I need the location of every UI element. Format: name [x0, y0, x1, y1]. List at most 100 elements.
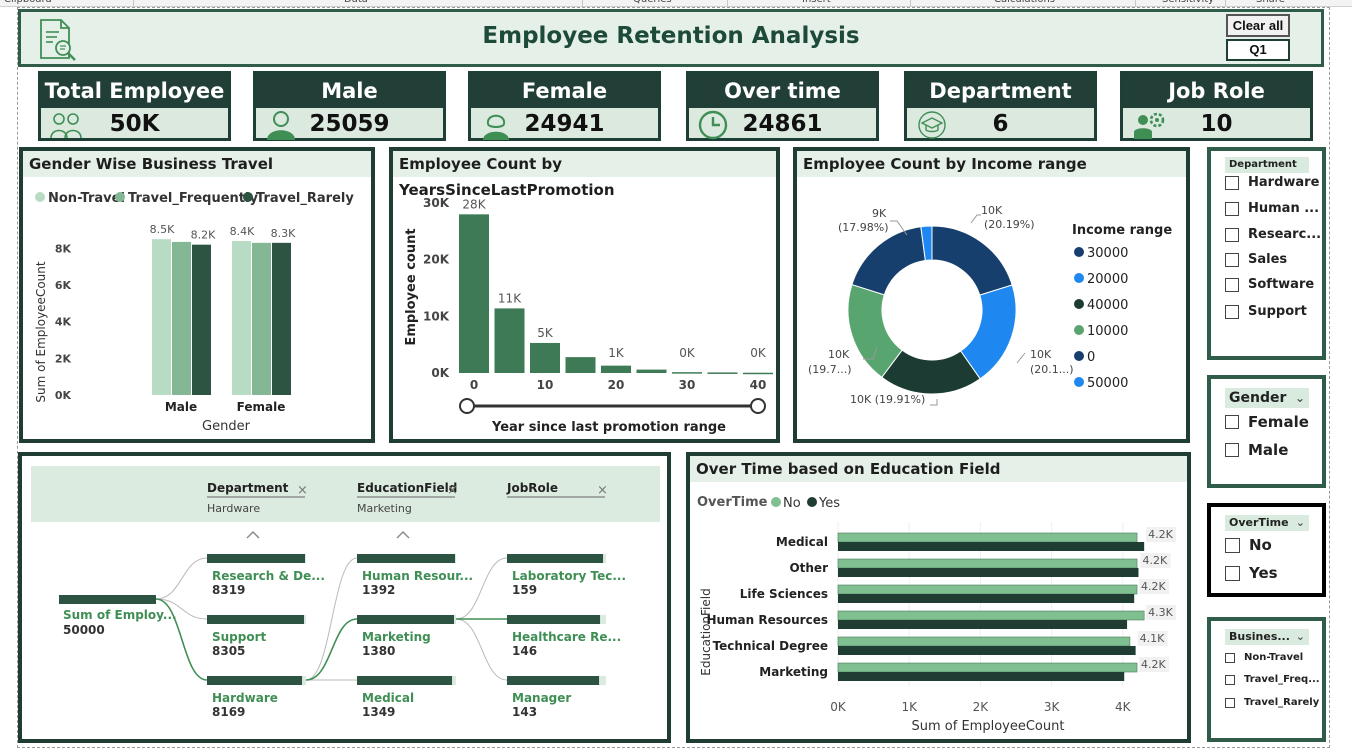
slicer-item-non-travel[interactable]: Non-Travel — [1225, 652, 1303, 663]
people-icon — [50, 113, 82, 139]
slicer-header[interactable]: Department ⌄ — [1225, 157, 1309, 186]
node-bar — [357, 554, 456, 563]
x-tick-label: Male — [165, 400, 197, 414]
clear-all-button[interactable]: Clear all — [1226, 14, 1290, 37]
y-tick-label: Life Sciences — [740, 587, 828, 601]
slicer-item-male[interactable]: Male — [1225, 441, 1288, 459]
kpi-label: Total Employee — [41, 74, 228, 108]
ribbon-share[interactable]: Share — [1256, 0, 1285, 5]
ribbon-data[interactable]: Data — [344, 0, 368, 5]
node-bar — [207, 615, 305, 624]
slicer-title: OverTime — [1229, 516, 1289, 529]
slicer-item-support[interactable]: Support — [1225, 304, 1307, 319]
node-label: Laboratory Tec... — [512, 569, 626, 583]
node-value: 159 — [512, 583, 537, 597]
ribbon-queries[interactable]: Queries — [633, 0, 672, 5]
legend-marker — [807, 497, 817, 507]
node-value: 8319 — [212, 583, 245, 597]
ribbon-insert[interactable]: Insert — [802, 0, 831, 5]
slicer-item-female[interactable]: Female — [1225, 413, 1309, 431]
checkbox[interactable] — [1225, 674, 1235, 685]
gender-travel-chart[interactable]: Non-Travel Travel_FrequentlyTravel_Rarely… — [23, 177, 371, 439]
slice-label: (20.1...) — [1030, 363, 1074, 376]
checkbox[interactable] — [1225, 175, 1239, 190]
range-slider-start-handle[interactable] — [459, 398, 475, 414]
slicer-item-travel-rarely[interactable]: Travel_Rarely — [1225, 697, 1319, 708]
business-travel-slicer: Busines... ⌄ Non-Travel Travel_Freq... T… — [1207, 617, 1326, 742]
data-label: 5K — [537, 326, 554, 340]
slicer-header[interactable]: Gender ⌄ — [1225, 388, 1309, 408]
legend-marker — [1074, 377, 1084, 387]
slice-label: 10K — [828, 348, 850, 361]
panel-title: Employee Count by Income range — [797, 151, 1186, 177]
clock-icon — [698, 110, 728, 140]
legend-title: OverTime — [697, 495, 768, 510]
range-slider-end-handle[interactable] — [750, 398, 766, 414]
slicer-item-sales[interactable]: Sales — [1225, 252, 1287, 267]
ribbon-sensitivity[interactable]: Sensitivity — [1162, 0, 1214, 5]
gender-travel-panel: Gender Wise Business Travel Non-Travel Tr… — [19, 147, 375, 443]
slicer-item-human[interactable]: Human ... — [1225, 201, 1319, 216]
checkbox[interactable] — [1225, 304, 1239, 319]
legend-label: Yes — [818, 496, 840, 511]
bar-no-0 — [837, 532, 1138, 543]
chevron-down-icon[interactable]: ⌄ — [1295, 630, 1305, 643]
checkbox[interactable] — [1225, 565, 1240, 581]
legend-marker — [771, 497, 781, 507]
slicer-item-hardware[interactable]: Hardware — [1225, 175, 1319, 190]
node-label: Manager — [512, 691, 571, 705]
y-axis-label: Employee count — [404, 228, 419, 345]
bar-yes-1 — [838, 568, 1139, 577]
ribbon-calculations[interactable]: Calculations — [994, 0, 1055, 5]
checkbox[interactable] — [1225, 537, 1240, 553]
bar-female-1 — [252, 242, 271, 395]
data-label: 28K — [462, 197, 486, 211]
data-label: 8.3K — [271, 227, 296, 240]
document-search-icon — [40, 19, 76, 61]
slicer-item-software[interactable]: Software — [1225, 277, 1314, 292]
checkbox[interactable] — [1225, 277, 1239, 292]
data-label-bg — [1146, 527, 1177, 542]
slicer-header[interactable]: Busines... ⌄ — [1225, 629, 1309, 645]
slicer-header[interactable]: OverTime ⌄ — [1225, 515, 1309, 531]
slicer-title: Busines... — [1229, 630, 1290, 643]
checkbox[interactable] — [1225, 201, 1239, 216]
ribbon-clipboard[interactable]: Clipboard — [4, 0, 52, 5]
promotion-chart[interactable]: Employee count Year since last promotion… — [393, 177, 776, 439]
slicer-item-research[interactable]: Researc... — [1225, 227, 1321, 242]
legend-marker — [1074, 325, 1084, 335]
checkbox[interactable] — [1225, 227, 1239, 242]
chevron-down-icon[interactable]: ⌄ — [1295, 516, 1305, 529]
legend-label: 10000 — [1087, 324, 1128, 339]
y-axis-label: EducationField — [699, 588, 713, 675]
overtime-education-chart[interactable]: OverTime No Yes EducationField Sum of Emp… — [690, 482, 1187, 739]
legend-label: 20000 — [1087, 272, 1128, 287]
data-label-bg — [1146, 605, 1177, 620]
bar-no-3 — [837, 610, 1145, 621]
level-filter: Marketing — [357, 502, 412, 515]
checkbox[interactable] — [1225, 252, 1239, 267]
checkbox[interactable] — [1225, 697, 1235, 708]
checkbox[interactable] — [1225, 652, 1235, 663]
slicer-item-label: Female — [1248, 413, 1309, 431]
slicer-item-no[interactable]: No — [1225, 536, 1272, 554]
slicer-item-label: Software — [1248, 277, 1315, 292]
decomposition-tree[interactable]: Department ×HardwareEducationField×Market… — [22, 456, 667, 739]
income-donut-chart[interactable]: 10K (20.19%) 10K (20.1...) 10K (19.91%) … — [797, 177, 1186, 439]
donut-slice-50000 — [920, 225, 933, 262]
chevron-down-icon[interactable]: ⌄ — [1296, 175, 1305, 186]
slicer-item-label: Travel_Rarely — [1244, 697, 1320, 708]
chevron-down-icon[interactable]: ⌄ — [1294, 391, 1305, 405]
checkbox[interactable] — [1225, 415, 1239, 429]
checkbox[interactable] — [1225, 443, 1239, 457]
slicer-item-travel-frequently[interactable]: Travel_Freq... — [1225, 674, 1320, 685]
donut-slice-0 — [851, 226, 926, 296]
graduation-cap-icon — [918, 111, 946, 139]
bar-no-4 — [837, 636, 1131, 647]
slicer-item-yes[interactable]: Yes — [1225, 564, 1278, 582]
ribbon-strip: Clipboard Data Queries Insert Calculatio… — [0, 0, 1352, 7]
legend-title: Income range — [1072, 223, 1172, 238]
slicer-item-label: No — [1249, 536, 1272, 554]
quarter-button[interactable]: Q1 — [1226, 39, 1290, 61]
data-label-bg — [1137, 631, 1168, 646]
